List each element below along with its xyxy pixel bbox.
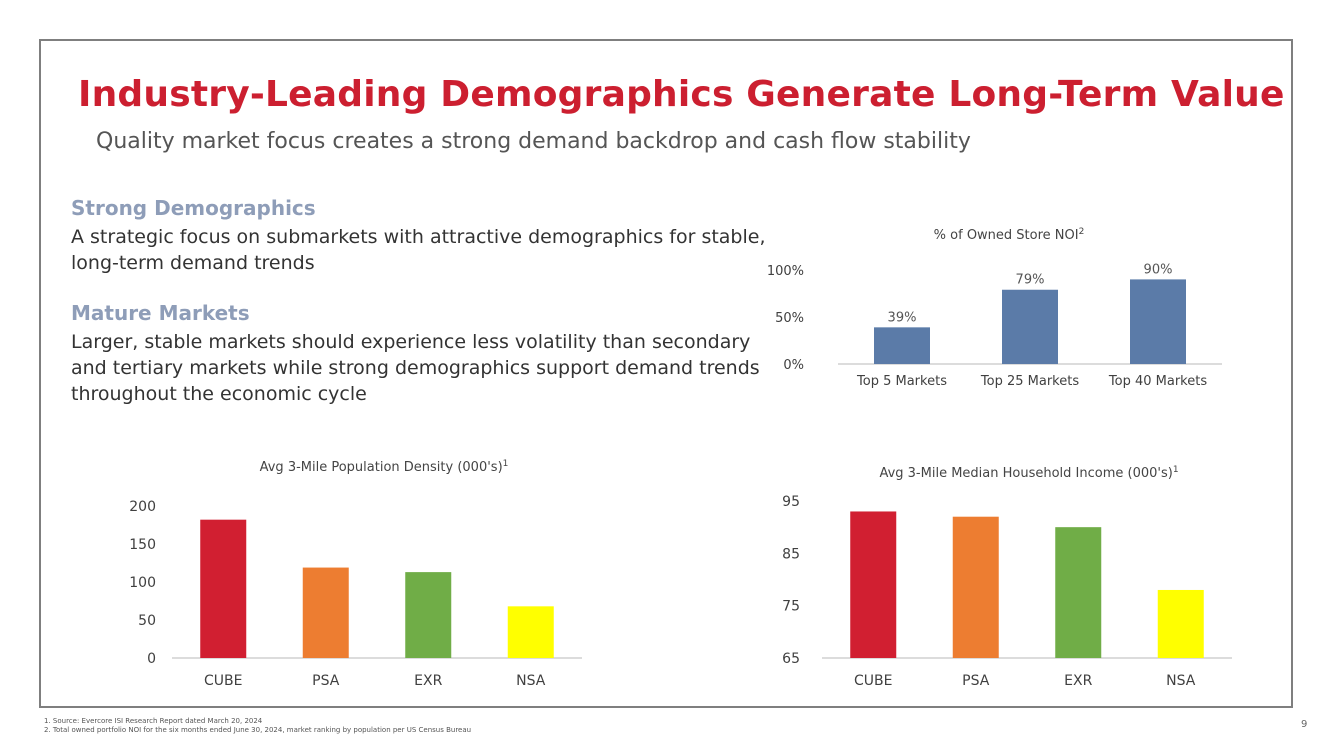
noi-chart-ytick-label: 50% [775,311,804,326]
density-chart-ytick-label: 100 [129,575,156,591]
slide-subtitle: Quality market focus creates a strong de… [96,129,971,154]
noi-chart-category-label: Top 5 Markets [856,374,947,389]
footnote-2: 2. Total owned portfolio NOI for the six… [44,726,472,734]
owned-store-noi-chart: % of Owned Store NOI2 0% 50% 100% Top 5 Mark… [767,227,1222,389]
density-chart-ytick-label: 200 [129,499,156,515]
density-chart-title-footnote-ref: 1 [503,459,509,469]
income-chart-bar-cube [850,511,897,658]
density-chart-category-label: EXR [414,673,442,689]
density-chart-ytick-label: 50 [138,613,156,629]
density-chart-title-text: Avg 3-Mile Population Density (000's) [260,460,503,475]
density-chart-bar-exr [405,572,452,658]
noi-chart-category-label: Top 40 Markets [1108,374,1207,389]
income-chart-title-footnote-ref: 1 [1173,465,1179,475]
noi-chart-category-label: Top 25 Markets [980,374,1079,389]
noi-chart-data-label: 90% [1144,262,1173,277]
noi-chart-data-label: 39% [888,310,917,325]
income-chart-ytick-label: 75 [782,599,800,615]
income-chart-ytick-label: 85 [782,546,800,562]
section-body-strong-demographics: A strategic focus on submarkets with att… [71,226,766,274]
noi-chart-title-footnote-ref: 2 [1079,227,1085,237]
section-heading-mature-markets: Mature Markets [71,301,250,325]
income-chart-ytick-label: 95 [782,494,800,510]
income-chart-ytick-label: 65 [782,651,800,667]
income-chart-bar-psa [952,516,999,658]
noi-chart-ytick-label: 100% [767,264,804,279]
noi-chart-bar-top-40-markets [1130,279,1186,364]
income-chart-bar-nsa [1157,589,1204,658]
density-chart-ytick-label: 0 [147,651,156,667]
household-income-chart: Avg 3-Mile Median Household Income (000'… [782,465,1232,689]
noi-chart-ytick-label: 0% [783,358,804,373]
noi-chart-title-text: % of Owned Store NOI [934,228,1079,243]
footnotes: 1. Source: Evercore ISI Research Report … [44,717,471,735]
noi-chart-bar-top-5-markets [874,327,930,364]
population-density-chart: Avg 3-Mile Population Density (000's)1 0 5… [129,459,582,689]
slide-frame [39,39,1293,708]
density-chart-bar-psa [302,567,349,658]
density-chart-bar-cube [200,519,247,658]
footnote-1: 1. Source: Evercore ISI Research Report … [44,717,263,725]
income-chart-bar-exr [1055,527,1102,658]
income-chart-category-label: EXR [1064,673,1092,689]
income-chart-category-label: CUBE [854,673,892,689]
section-body-mature-markets: Larger, stable markets should experience… [71,331,760,405]
income-chart-title: Avg 3-Mile Median Household Income (000'… [879,465,1178,481]
section-heading-strong-demographics: Strong Demographics [71,196,316,220]
page-number: 9 [1301,719,1308,730]
noi-chart-bar-top-25-markets [1002,289,1058,364]
density-chart-title: Avg 3-Mile Population Density (000's)1 [260,459,509,475]
noi-chart-data-label: 79% [1016,273,1045,288]
income-chart-category-label: NSA [1166,673,1196,689]
density-chart-category-label: NSA [516,673,546,689]
noi-chart-title: % of Owned Store NOI2 [934,227,1085,243]
density-chart-category-label: PSA [312,673,340,689]
density-chart-bar-nsa [507,606,554,658]
income-chart-category-label: PSA [962,673,990,689]
income-chart-title-text: Avg 3-Mile Median Household Income (000'… [879,466,1172,481]
density-chart-category-label: CUBE [204,673,242,689]
slide-title: Industry-Leading Demographics Generate L… [78,74,1285,115]
density-chart-ytick-label: 150 [129,537,156,553]
